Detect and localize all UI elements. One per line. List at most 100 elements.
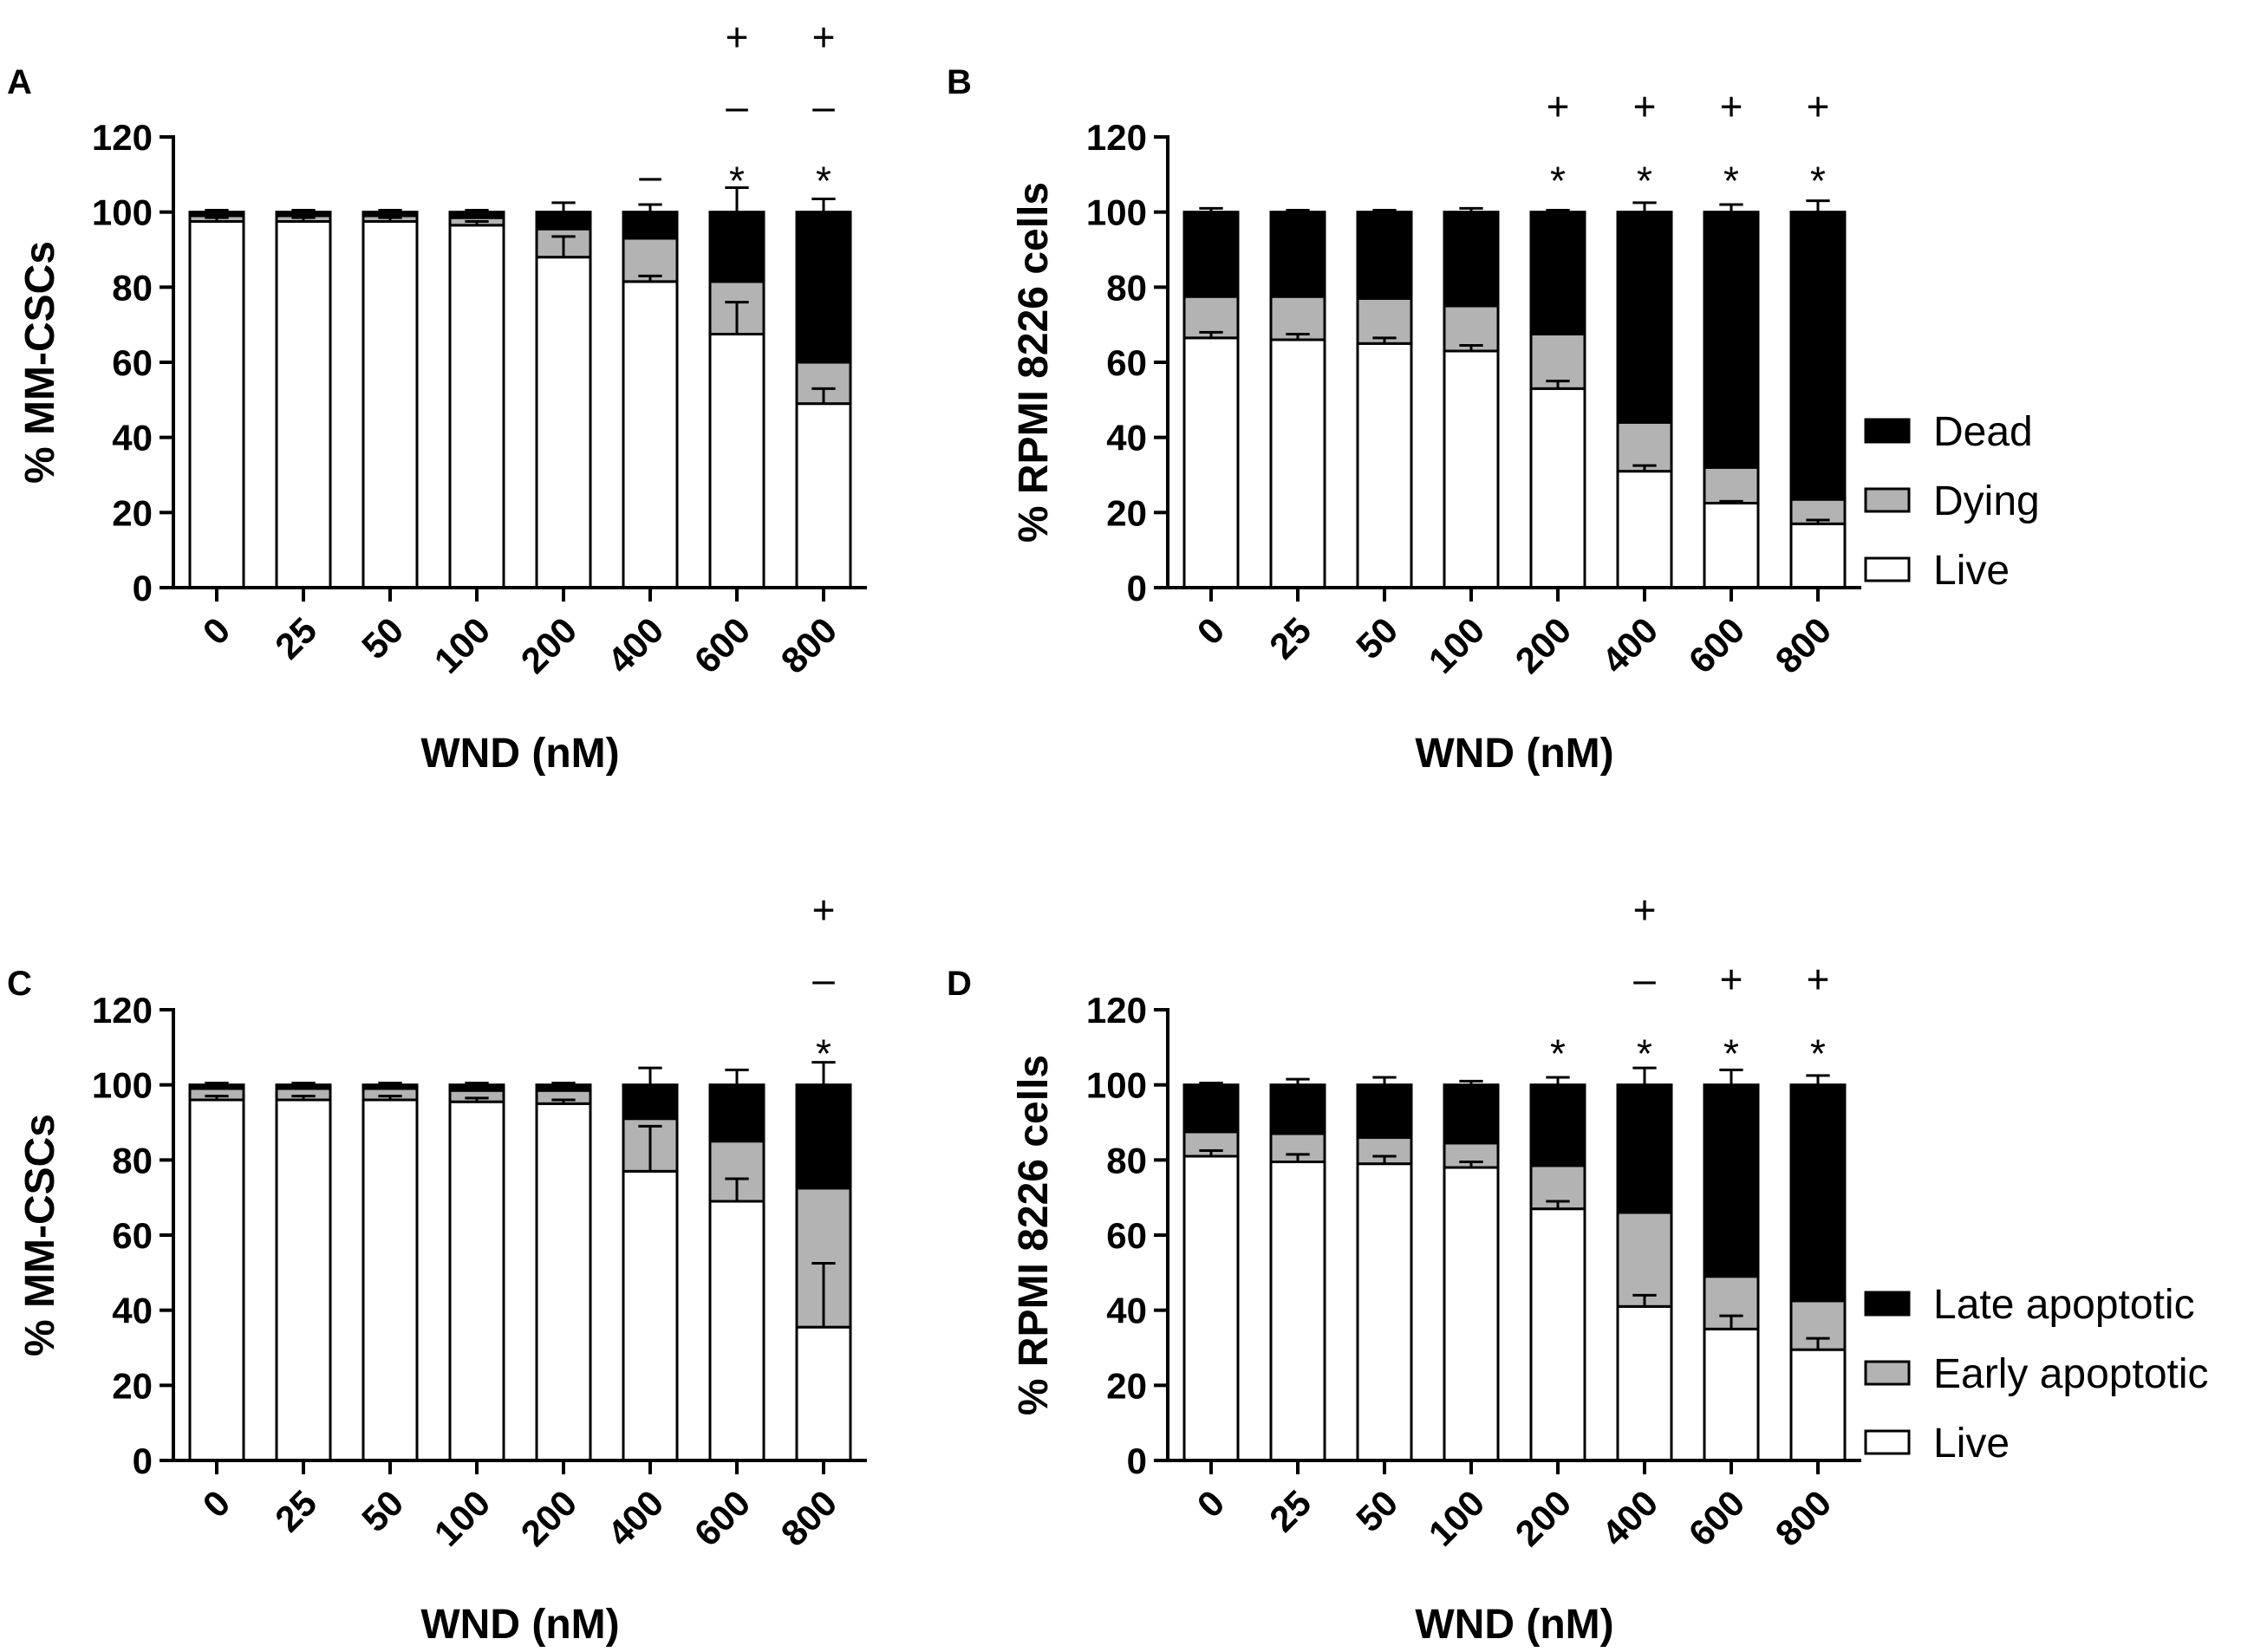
significance-mark: * (1550, 1031, 1566, 1076)
bar-late-apoptotic (275, 1083, 332, 1090)
bar-group (1269, 1077, 1326, 1462)
legend-swatch (1864, 487, 1911, 513)
bar-dead (708, 211, 765, 283)
bar-late-apoptotic (1789, 1083, 1847, 1303)
significance-mark: – (812, 84, 835, 129)
x-tick-label: 200 (1508, 609, 1580, 681)
panel-label: D (947, 965, 972, 1003)
bar-late-apoptotic (1443, 1083, 1500, 1145)
significance-mark: + (1807, 957, 1830, 1002)
bar-group (535, 201, 592, 589)
bar-live (275, 220, 332, 589)
x-tick-label: 25 (267, 1482, 324, 1539)
significance-mark: + (1633, 888, 1657, 933)
bar-dead (275, 211, 332, 218)
significance-annotation: *+ (1807, 957, 1830, 1076)
bar-late-apoptotic (448, 1083, 505, 1092)
legend-swatch (1864, 1291, 1911, 1317)
bar-live (795, 402, 852, 589)
bar-group (1182, 1082, 1240, 1462)
significance-mark: * (816, 1031, 831, 1076)
bar-live (1182, 1154, 1240, 1462)
bar-group (275, 1082, 332, 1462)
y-tick-label: 120 (92, 117, 153, 158)
bar-live (362, 220, 419, 589)
bar-live (275, 1098, 332, 1462)
legend-label: Dying (1933, 478, 2040, 524)
bar-live (448, 1100, 505, 1462)
bar-live (708, 333, 765, 589)
significance-mark: – (812, 957, 835, 1002)
bar-early-apoptotic (1616, 1211, 1673, 1308)
bar-group (448, 1082, 505, 1462)
y-tick-label: 0 (1127, 568, 1147, 608)
x-tick-label: 800 (773, 609, 845, 681)
y-tick-label: 60 (112, 342, 153, 383)
bar-late-apoptotic (1182, 1083, 1240, 1134)
bar-dead (1616, 211, 1673, 424)
bar-late-apoptotic (535, 1083, 592, 1092)
bar-late-apoptotic (708, 1083, 765, 1143)
x-tick-label: 800 (773, 1482, 845, 1554)
significance-mark: * (1550, 159, 1566, 204)
y-tick-label: 60 (1106, 342, 1147, 383)
legend-label: Late apoptotic (1933, 1282, 2195, 1328)
legend-label: Early apoptotic (1933, 1351, 2209, 1397)
y-axis-label: % MM-CSCs (17, 241, 63, 484)
bar-live (1269, 338, 1326, 589)
bar-group (708, 186, 765, 589)
bar-group (708, 1068, 765, 1462)
bar-dead (188, 211, 245, 218)
legend-swatch (1864, 418, 1911, 444)
x-axis-label: WND (nM) (420, 1602, 619, 1648)
bar-group (448, 209, 505, 589)
significance-annotation: – (639, 153, 661, 198)
bar-dying (1703, 465, 1760, 504)
bar-live (1182, 336, 1240, 589)
y-tick-label: 120 (1086, 990, 1147, 1031)
y-tick-label: 0 (133, 568, 153, 608)
x-tick-label: 0 (1189, 609, 1233, 653)
bar-dead (1529, 211, 1586, 335)
y-tick-label: 100 (92, 1065, 153, 1106)
x-tick-label: 50 (354, 609, 411, 667)
bar-live (795, 1325, 852, 1462)
y-tick-label: 40 (1106, 1291, 1147, 1331)
bar-group (188, 1082, 245, 1462)
bar-live (1356, 1162, 1413, 1462)
bar-late-apoptotic (1703, 1083, 1760, 1278)
x-tick-label: 200 (513, 609, 585, 681)
x-tick-label: 50 (354, 1482, 411, 1539)
legend-label: Dead (1933, 409, 2033, 455)
significance-annotation: * – + (812, 888, 836, 1076)
y-tick-label: 120 (1086, 117, 1147, 158)
significance-mark: * (1723, 159, 1739, 204)
bar-group (1616, 201, 1673, 589)
significance-mark: + (812, 888, 836, 933)
bar-group (1443, 206, 1500, 589)
y-axis-label: % RPMI 8226 cells (1011, 182, 1057, 543)
x-tick-label: 200 (1508, 1482, 1580, 1554)
significance-annotation: *+ (1547, 84, 1570, 204)
bar-dead (362, 211, 419, 218)
significance-mark: + (726, 15, 749, 60)
bar-group (275, 209, 332, 589)
y-tick-label: 60 (1106, 1215, 1147, 1256)
y-tick-label: 100 (92, 192, 153, 233)
significance-annotation: * – + (812, 15, 836, 204)
x-tick-label: 0 (195, 1482, 238, 1525)
significance-mark: * (1810, 159, 1826, 204)
x-tick-label: 25 (1261, 609, 1319, 667)
x-tick-label: 400 (600, 1482, 672, 1554)
bar-group (622, 1066, 679, 1462)
significance-mark: * (729, 159, 745, 204)
bar-live (1443, 1166, 1500, 1462)
bar-group (1529, 209, 1586, 589)
y-tick-label: 80 (112, 267, 153, 308)
significance-mark: – (726, 84, 748, 129)
significance-mark: * (1637, 1031, 1652, 1076)
panel-label: A (7, 63, 32, 101)
y-tick-label: 20 (112, 1365, 153, 1406)
y-axis-label: % MM-CSCs (17, 1114, 63, 1356)
